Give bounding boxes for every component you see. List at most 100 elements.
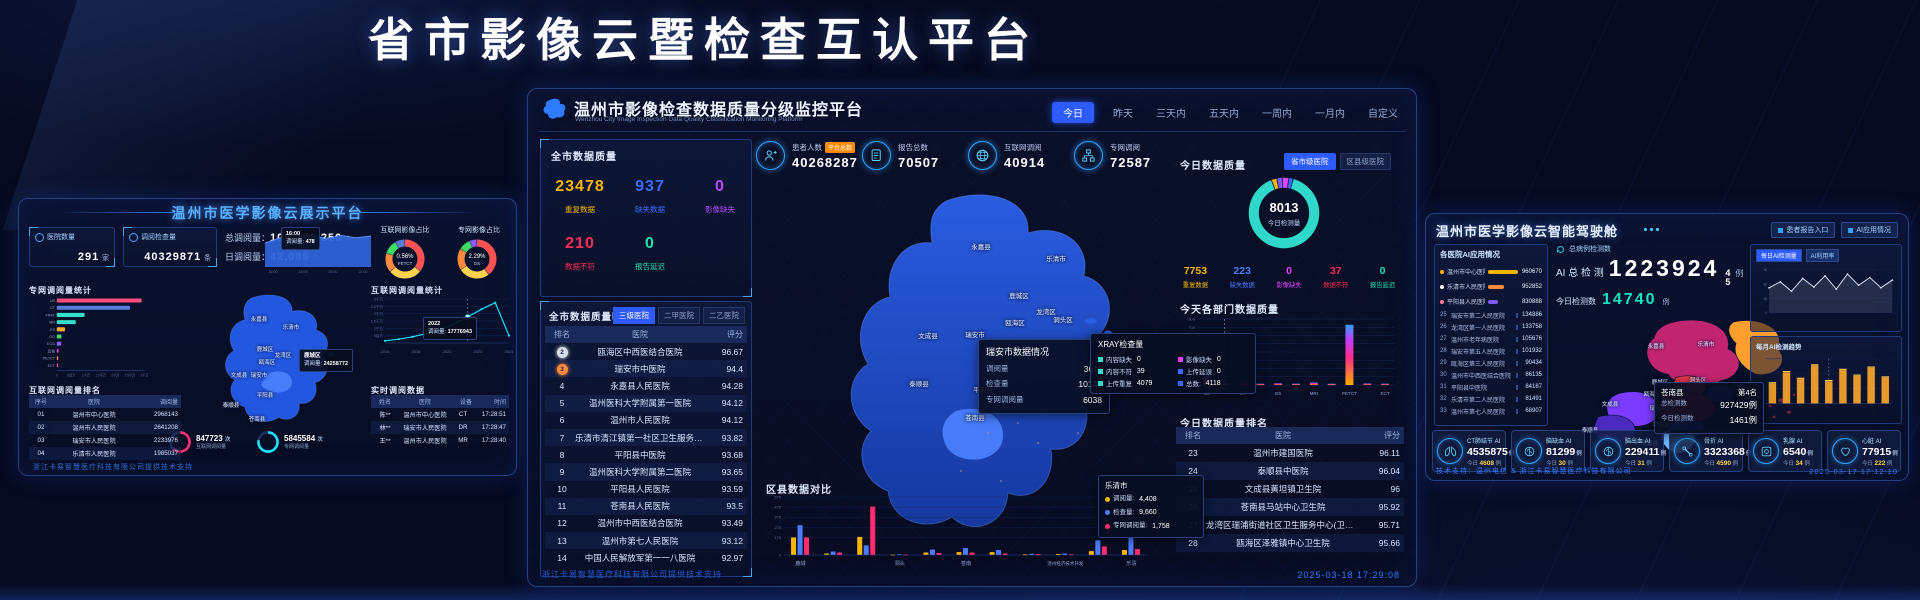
district-tip-row: 检查量: 9,660 xyxy=(1105,506,1197,519)
district-label-文成县: 文成县 xyxy=(918,333,938,340)
hospital-row: 10 平阳县人民医院 93.59 xyxy=(557,484,743,495)
svg-text:3千万: 3千万 xyxy=(141,373,149,378)
today-stat-数据不符: 37 数据不符 xyxy=(1323,265,1349,289)
today-quality-stats: 7753 重复数据 223 缺失数据 0 影像缺失 37 数据不符 0 报告延迟 xyxy=(1172,265,1406,289)
svg-text:2.5千万: 2.5千万 xyxy=(371,304,384,309)
district-compare-chart[interactable]: 0 175 275 375 475 575 鹿城 洞头 苍南 温州经济技术开发 乐清 xyxy=(764,493,1156,577)
ai-badge-乳腺 AI: 乳腺 AI 6540例 今日 34 例 xyxy=(1748,430,1822,472)
page-title: 省市影像云暨检查互认平台 xyxy=(368,14,1040,66)
refresh-icon[interactable] xyxy=(1556,245,1565,254)
time-tab-一月内[interactable]: 一月内 xyxy=(1315,109,1345,120)
header-divider xyxy=(538,131,1406,132)
header-button-患者报告入口[interactable]: 患者报告入口 xyxy=(1771,222,1836,238)
district-label-鹿城区: 鹿城区 xyxy=(1009,293,1029,300)
svg-text:OG: OG xyxy=(49,335,55,339)
district-label-瓯海区: 瓯海区 xyxy=(1005,320,1025,327)
hospital-level-toggles: 省市级医院 区县级医院 xyxy=(1284,153,1391,170)
wenzhou-map-left[interactable] xyxy=(161,287,361,437)
tier-tab-三级医院[interactable]: 三级医院 xyxy=(613,307,655,324)
svg-text:0: 0 xyxy=(56,374,58,378)
right-panel-footer: 技术支持：温州电信 & 浙江卡易智慧医疗科技有限公司 xyxy=(1436,468,1632,475)
ai-rank-row: 27 温州市老年病医院 105676 xyxy=(1440,336,1542,344)
right-panel-title: 温州市医学影像云智能驾驶舱 xyxy=(1436,224,1619,239)
xray-item: 上传重复 4079 xyxy=(1098,378,1168,388)
rank-row: 23 温州市建国医院 96.11 xyxy=(1188,448,1400,458)
district-label-平阳县: 平阳县 xyxy=(256,393,274,399)
rank-row: 03 瑞安市人民医院 2233976 xyxy=(37,437,178,445)
today-quality-donut[interactable] xyxy=(1240,169,1328,257)
svg-text:PETCT: PETCT xyxy=(43,357,56,361)
mini-tab-AI利用率[interactable]: AI利用率 xyxy=(1805,249,1840,262)
internet-line-title: 互联网调阅量统计 xyxy=(371,286,443,295)
quality-monitor-panel: 温州市影像检查数据质量分级监控平台 Wenzhou City Image Ins… xyxy=(527,88,1417,587)
retrieval-exam-count-box: 调阅检查量 40329871 条 xyxy=(123,227,217,267)
daily-ai-chart-box: 每日AI检测量 AI利用率 90 60 30 0 xyxy=(1750,244,1902,332)
svg-text:18:00: 18:00 xyxy=(299,270,308,274)
private-net-image-share-title: 专网影像占比 xyxy=(458,227,500,234)
svg-text:2.5千万: 2.5千万 xyxy=(125,373,136,378)
ai-rank-row: 26 龙湾区第一人民医院 133758 xyxy=(1440,324,1542,332)
internet-image-share-donut[interactable]: 0.56%PETCT xyxy=(381,235,429,283)
svg-text:US: US xyxy=(50,299,56,303)
lung-icon xyxy=(1437,438,1463,464)
svg-text:0: 0 xyxy=(1765,311,1767,315)
header-buttons: 患者报告入口 AI应用情况 xyxy=(1771,222,1898,238)
daily-ai-line-chart[interactable]: 90 60 30 0 xyxy=(1756,264,1896,326)
private-net-retrieval-gauge: 5845584 次 专网调阅量 xyxy=(255,429,323,455)
flip-digit: 4 5 xyxy=(1725,268,1731,287)
today-rank-title: 今日数据质量排名 xyxy=(1180,419,1268,430)
svg-text:2022: 2022 xyxy=(474,349,484,354)
xray-item: 总数: 4118 xyxy=(1178,378,1248,388)
svg-text:2016: 2016 xyxy=(381,349,391,354)
svg-text:CT: CT xyxy=(50,306,56,310)
district-label-龙湾区: 龙湾区 xyxy=(274,353,292,359)
svg-text:ES: ES xyxy=(1275,391,1281,396)
svg-text:1.5千万: 1.5千万 xyxy=(371,319,384,324)
svg-text:ECT: ECT xyxy=(1380,391,1389,396)
rank-row: 01 温州市中心医院 2968143 xyxy=(37,411,178,419)
ai-usage-list: 各医院AI应用情况 温州市中心医院 960670 乐清市人民医院 952852 平阳… xyxy=(1434,244,1548,426)
toggle-区县级医院[interactable]: 区县级医院 xyxy=(1339,153,1391,170)
svg-text:XRAY: XRAY xyxy=(45,313,55,317)
internet-retrieval-gauge: 847723 次 互联网调阅量 xyxy=(167,429,230,455)
district-label-永嘉县: 永嘉县 xyxy=(971,244,991,251)
ai-rank-row: 32 乐清市第二人民医院 81491 xyxy=(1440,396,1542,404)
district-tip-row: 专网调阅量: 1,758 xyxy=(1105,520,1197,533)
xray-item: 内容不符 39 xyxy=(1098,366,1168,376)
hospital-row: 9 温州医科大学附属第二医院 93.65 xyxy=(545,463,747,481)
monthly-ai-bar-chart[interactable] xyxy=(1756,353,1896,417)
mini-tab-每日AI检测量[interactable]: 每日AI检测量 xyxy=(1756,249,1802,262)
line-tooltip: 2022 调阅量: 17776943 xyxy=(423,317,478,340)
time-tab-三天内[interactable]: 三天内 xyxy=(1156,109,1186,120)
header-button-AI应用情况[interactable]: AI应用情况 xyxy=(1841,222,1898,238)
tier-tab-二乙医院[interactable]: 二乙医院 xyxy=(703,307,745,324)
district-label-文成县: 文成县 xyxy=(1601,402,1619,408)
time-tab-今日[interactable]: 今日 xyxy=(1052,102,1094,123)
ai-badge-骨折 AI: 骨折 AI3323368例 今日 4590 例 xyxy=(1669,430,1751,472)
svg-text:16:00: 16:00 xyxy=(269,270,278,274)
kpi-row: 患者人数 平台总数 40268287 报告总数 70507 互联网调阅 40914… xyxy=(756,141,1180,170)
city-quality-box: 全市数据质量 23478 重复数据 937 缺失数据 0 影像缺失 210 数据不符 0 报告延迟 xyxy=(540,139,752,297)
stat-label: 调阅检查量 xyxy=(141,234,176,241)
modality-bar-chart[interactable]: US CT XRAY MR ES OG ECG 其他 PETCT ECT 0 5百万 1千万 1.5千万 2… xyxy=(27,295,155,381)
time-tab-昨天[interactable]: 昨天 xyxy=(1113,109,1133,120)
modality-bars-title: 专网调阅量统计 xyxy=(29,286,92,295)
time-tab-一周内[interactable]: 一周内 xyxy=(1262,109,1292,120)
kpi-patient: 患者人数 平台总数 40268287 xyxy=(756,141,858,170)
district-label-洞头区: 洞头区 xyxy=(1053,317,1073,324)
tier-tab-二甲医院[interactable]: 二甲医院 xyxy=(658,307,700,324)
toggle-省市级医院[interactable]: 省市级医院 xyxy=(1284,153,1336,170)
svg-text:ES: ES xyxy=(50,328,55,332)
svg-text:乐清: 乐清 xyxy=(1126,559,1136,567)
brain-icon xyxy=(1595,438,1621,464)
ai-cockpit-panel: 温州市医学影像云智能驾驶舱 患者报告入口 AI应用情况 各医院AI应用情况 温州市… xyxy=(1425,213,1909,481)
xray-item: 内容缺失 0 xyxy=(1098,354,1168,364)
svg-text:其他: 其他 xyxy=(48,348,56,353)
svg-text:洞头: 洞头 xyxy=(895,559,905,567)
time-tab-五天内[interactable]: 五天内 xyxy=(1209,109,1239,120)
kpi-network: 专网调阅 72587 xyxy=(1074,141,1176,170)
time-tab-自定义[interactable]: 自定义 xyxy=(1368,109,1398,120)
private-net-image-share-donut[interactable]: 2.29%DS xyxy=(453,235,501,283)
svg-text:22:00: 22:00 xyxy=(359,270,368,274)
